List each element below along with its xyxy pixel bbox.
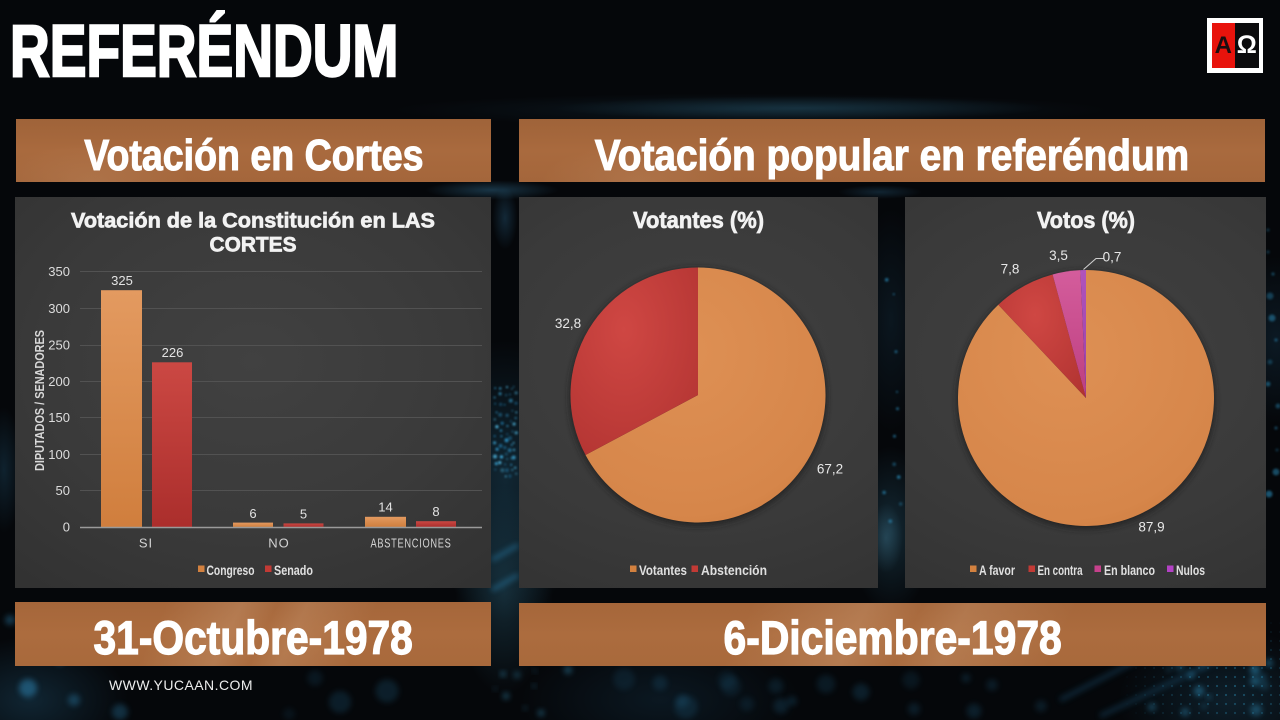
svg-text:NO: NO (268, 536, 290, 551)
svg-text:Votantes (%): Votantes (%) (633, 207, 764, 233)
svg-text:3,5: 3,5 (1049, 248, 1068, 263)
svg-text:CORTES: CORTES (210, 234, 297, 257)
svg-text:325: 325 (111, 273, 133, 288)
svg-text:Congreso: Congreso (207, 562, 255, 578)
svg-text:100: 100 (48, 447, 70, 462)
svg-text:5: 5 (300, 507, 307, 522)
svg-text:Nulos: Nulos (1176, 562, 1205, 578)
svg-text:En blanco: En blanco (1104, 562, 1155, 578)
svg-text:6: 6 (249, 506, 256, 521)
svg-text:DIPUTADOS / SENADORES: DIPUTADOS / SENADORES (32, 330, 47, 471)
svg-text:8: 8 (432, 504, 439, 519)
svg-text:300: 300 (48, 301, 70, 316)
svg-text:250: 250 (48, 338, 70, 353)
svg-text:0: 0 (63, 520, 70, 535)
svg-text:0,7: 0,7 (1103, 250, 1122, 265)
svg-text:ABSTENCIONES: ABSTENCIONES (371, 536, 452, 551)
svg-text:Votantes: Votantes (639, 562, 687, 578)
svg-text:7,8: 7,8 (1001, 262, 1020, 277)
svg-text:Abstención: Abstención (701, 562, 767, 578)
svg-text:Votación de la Constitución en: Votación de la Constitución en LAS (71, 210, 435, 233)
svg-text:200: 200 (48, 374, 70, 389)
svg-text:67,2: 67,2 (817, 462, 843, 477)
svg-text:32,8: 32,8 (555, 316, 581, 331)
svg-text:350: 350 (48, 264, 70, 279)
svg-text:150: 150 (48, 410, 70, 425)
svg-text:226: 226 (162, 345, 184, 360)
svg-text:50: 50 (56, 483, 70, 498)
svg-text:Senado: Senado (274, 562, 313, 578)
svg-text:14: 14 (378, 500, 392, 515)
svg-text:87,9: 87,9 (1138, 520, 1164, 535)
svg-text:Votos (%): Votos (%) (1037, 207, 1135, 233)
svg-text:En contra: En contra (1038, 562, 1083, 578)
svg-text:SI: SI (139, 536, 153, 551)
svg-text:A favor: A favor (979, 562, 1015, 578)
